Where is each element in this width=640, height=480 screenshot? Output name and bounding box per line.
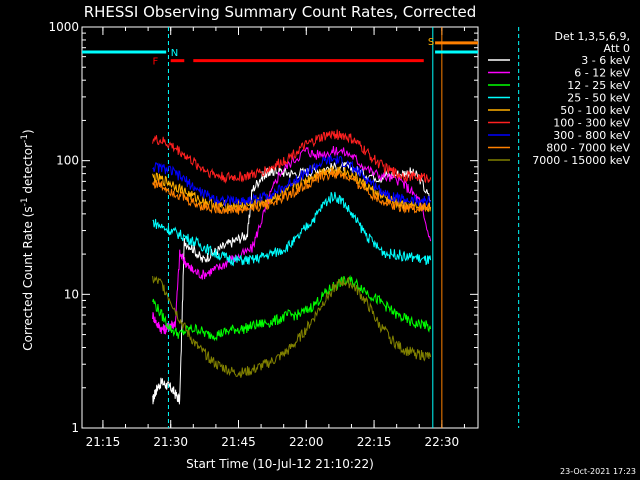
series-line-0 <box>152 161 431 405</box>
x-tick-label: 22:30 <box>425 435 460 449</box>
legend-label-3: 25 - 50 keV <box>567 92 630 105</box>
series-line-8 <box>152 275 432 378</box>
ylabel-part2: detector <box>21 143 35 198</box>
ylabel-part1: Corrected Count Rate (s <box>21 206 35 350</box>
series-line-6 <box>152 155 432 207</box>
x-tick-label: 21:45 <box>221 435 256 449</box>
series-line-5 <box>152 129 432 184</box>
x-axis-label: Start Time (10-Jul-12 21:10:22) <box>186 457 374 471</box>
x-tick-label: 22:00 <box>289 435 324 449</box>
series-line-7 <box>152 169 432 215</box>
legend-label-4: 50 - 100 keV <box>560 104 630 117</box>
y-tick-label: 1 <box>71 421 79 435</box>
x-tick-label: 22:15 <box>357 435 392 449</box>
plot-frame <box>81 26 479 429</box>
footer-timestamp: 23-Oct-2021 17:23 <box>560 467 636 476</box>
legend-label-5: 100 - 300 keV <box>553 117 630 130</box>
legend-label-2: 12 - 25 keV <box>567 79 630 92</box>
y-tick-label: 100 <box>56 154 79 168</box>
series-line-2 <box>152 274 432 342</box>
ylabel-sup2: -1 <box>20 134 30 143</box>
legend-label-6: 300 - 800 keV <box>553 129 630 142</box>
y-tick-label: 10 <box>64 287 79 301</box>
flag-letter-f: F <box>153 57 159 68</box>
chart-title: RHESSI Observing Summary Count Rates, Co… <box>84 3 477 21</box>
svg-text:Corrected Count Rate (s-1 dete: Corrected Count Rate (s-1 detector-1) <box>20 129 35 350</box>
legend-label-1: 6 - 12 keV <box>574 67 630 80</box>
flag-letter-s: S <box>428 37 434 48</box>
flag-letter-n: N <box>171 48 178 59</box>
legend-label-0: 3 - 6 keV <box>581 54 630 67</box>
legend-label-7: 800 - 7000 keV <box>546 142 630 155</box>
legend-header-2: Att 0 <box>604 42 630 55</box>
legend-header-1: Det 1,3,5,6,9, <box>554 30 630 43</box>
ylabel-sup1: -1 <box>20 197 30 206</box>
legend-label-8: 7000 - 15000 keV <box>532 154 630 167</box>
plot-marks: 1 10 100 1000 21:15 21:30 21:45 22:00 22:15 22:30… <box>48 20 630 449</box>
series-line-3 <box>152 191 432 267</box>
y-tick-label: 1000 <box>48 20 79 34</box>
x-tick-label: 21:30 <box>153 435 188 449</box>
x-tick-label: 21:15 <box>86 435 121 449</box>
y-axis-label: Corrected Count Rate (s-1 detector-1) <box>20 129 35 350</box>
ylabel-part3: ) <box>21 129 35 134</box>
